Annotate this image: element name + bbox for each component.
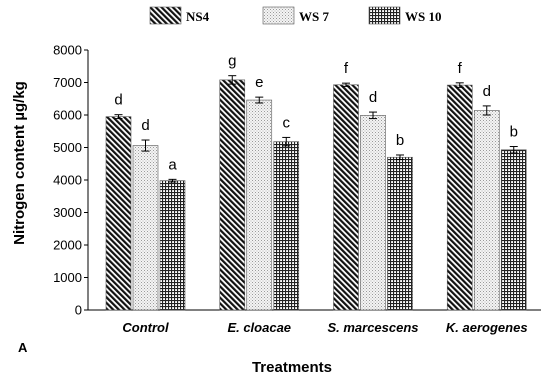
legend-label: WS 10 bbox=[405, 9, 441, 24]
significance-letter: f bbox=[344, 60, 349, 77]
significance-letter: d bbox=[141, 117, 149, 134]
y-tick-label: 3000 bbox=[53, 205, 82, 220]
y-tick-label: 1000 bbox=[53, 270, 82, 285]
bar bbox=[473, 110, 500, 311]
significance-letter: e bbox=[255, 74, 263, 91]
y-tick-label: 4000 bbox=[53, 173, 82, 188]
labels: d d a Control g e c E. cloacae f d b S. marcescens f… bbox=[114, 53, 527, 335]
bar bbox=[246, 99, 273, 311]
significance-letter: b bbox=[396, 132, 404, 149]
bars bbox=[105, 75, 527, 311]
y-tick-label: 8000 bbox=[53, 43, 82, 58]
significance-letter: d bbox=[369, 89, 377, 106]
legend-label: NS4 bbox=[186, 9, 210, 24]
significance-letter: c bbox=[283, 114, 291, 131]
significance-letter: a bbox=[168, 156, 177, 173]
bar bbox=[333, 84, 359, 311]
axes: 0 1000 2000 3000 4000 5000 6000 7000 8000 bbox=[53, 43, 541, 318]
significance-letter: b bbox=[510, 124, 518, 141]
x-tick-label: Control bbox=[122, 320, 169, 335]
significance-letter: g bbox=[228, 53, 236, 70]
legend-label: WS 7 bbox=[299, 9, 329, 24]
bar bbox=[500, 149, 527, 311]
bar bbox=[219, 79, 246, 311]
x-tick-label: S. marcescens bbox=[327, 320, 418, 335]
panel-label: A bbox=[18, 340, 28, 355]
bar bbox=[446, 84, 473, 311]
y-tick-label: 2000 bbox=[53, 238, 82, 253]
bar bbox=[273, 141, 300, 311]
significance-letter: d bbox=[114, 92, 122, 109]
x-tick-label: E. cloacae bbox=[227, 320, 291, 335]
y-tick-label: 0 bbox=[75, 303, 82, 318]
legend-swatch bbox=[368, 6, 401, 25]
bar bbox=[159, 180, 186, 311]
y-axis-title: Nitrogen content µg/kg bbox=[11, 81, 28, 245]
y-tick-label: 5000 bbox=[53, 140, 82, 155]
bar bbox=[132, 145, 159, 311]
bar bbox=[387, 156, 413, 311]
significance-letter: d bbox=[483, 83, 491, 100]
y-tick-label: 7000 bbox=[53, 75, 82, 90]
significance-letter: f bbox=[458, 60, 463, 77]
bar bbox=[360, 115, 386, 311]
legend: NS4 WS 7 WS 10 bbox=[149, 6, 441, 25]
x-axis-title: Treatments bbox=[252, 359, 332, 376]
legend-swatch bbox=[262, 6, 295, 25]
x-tick-label: K. aerogenes bbox=[446, 320, 528, 335]
y-tick-label: 6000 bbox=[53, 108, 82, 123]
legend-swatch bbox=[149, 6, 182, 25]
bar bbox=[105, 116, 132, 311]
